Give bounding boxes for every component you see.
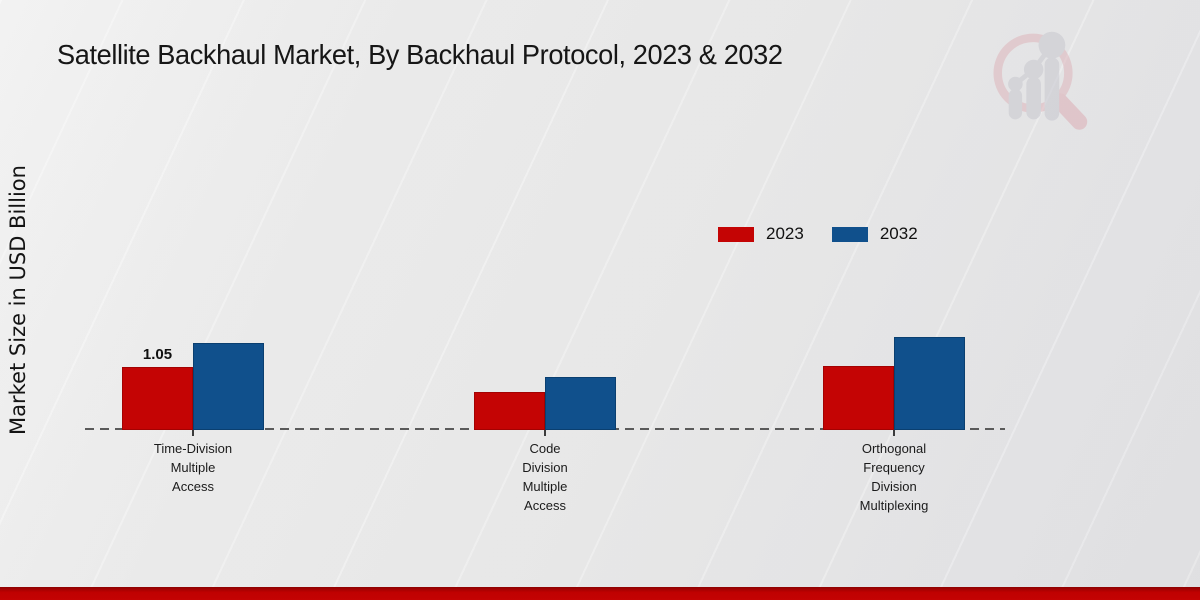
legend-label-2023: 2023 bbox=[766, 224, 804, 243]
chart-title: Satellite Backhaul Market, By Backhaul P… bbox=[57, 39, 783, 70]
bar-2032-3 bbox=[894, 337, 965, 430]
category-label: Time-Division Multiple Access bbox=[153, 441, 233, 494]
category-label: Code Division Multiple Access bbox=[522, 441, 568, 513]
bar-value-label: 1.05 bbox=[142, 346, 173, 363]
bar-2032-1 bbox=[193, 343, 264, 430]
magnifier-bar-chart-logo-icon bbox=[993, 31, 1088, 130]
axis-tick bbox=[893, 430, 895, 436]
axis-tick bbox=[192, 430, 194, 436]
legend-item-2032: 2032 bbox=[831, 224, 918, 244]
category-label: Orthogonal Frequency Division Multiplexing bbox=[859, 441, 929, 513]
legend-swatch-2032 bbox=[831, 226, 868, 242]
bar-2023-3 bbox=[823, 366, 894, 430]
footer-accent-bar bbox=[0, 587, 1200, 600]
legend-label-2032: 2032 bbox=[879, 224, 918, 243]
bar-2023-2 bbox=[474, 392, 545, 430]
bar-2023-1 bbox=[122, 367, 193, 430]
legend-swatch-2023 bbox=[718, 226, 754, 242]
legend: 2023 2032 bbox=[718, 224, 918, 244]
axis-tick bbox=[544, 430, 546, 436]
legend-item-2023: 2023 bbox=[718, 224, 804, 244]
bar-2032-2 bbox=[545, 377, 616, 430]
